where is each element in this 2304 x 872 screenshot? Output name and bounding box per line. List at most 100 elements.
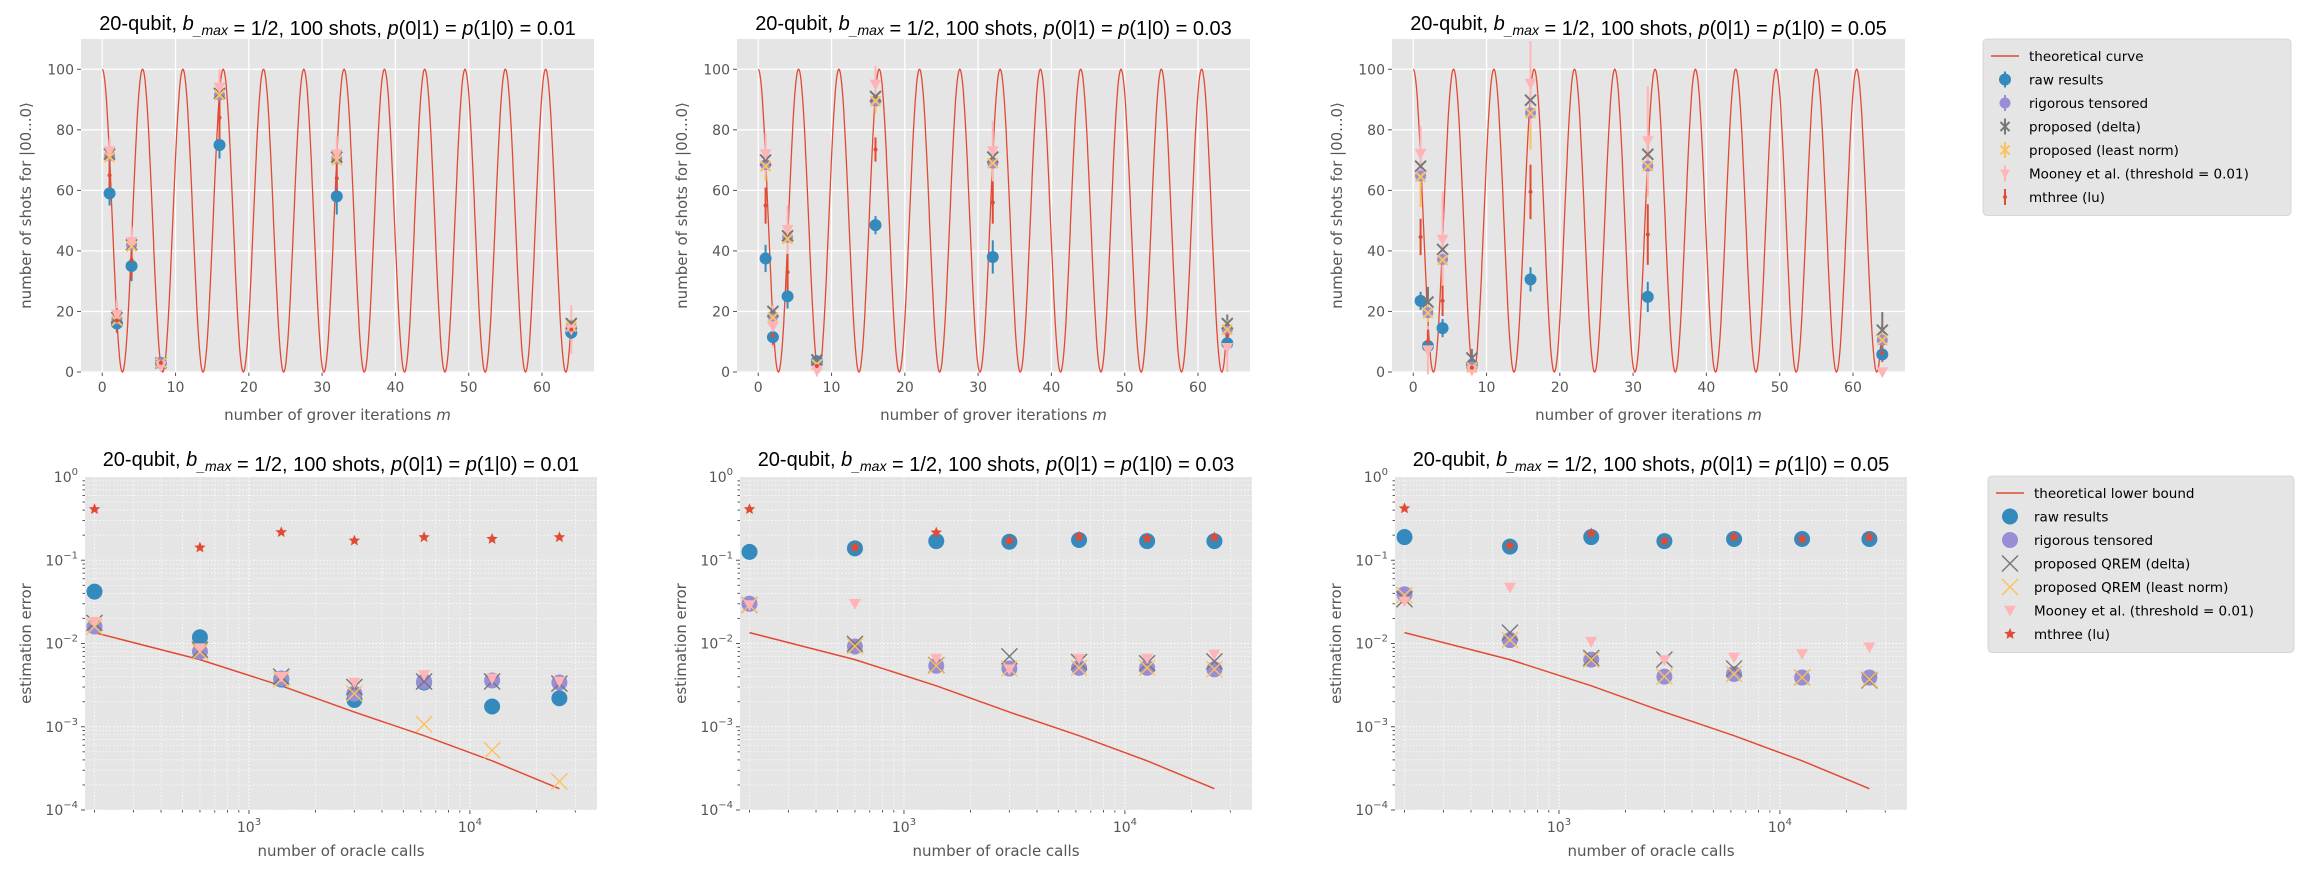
x-stroke — [1524, 93, 1537, 107]
legend-item: Mooney et al. (threshold = 0.01) — [2000, 165, 2249, 183]
data-point — [348, 677, 361, 689]
x-stroke — [1396, 586, 1414, 604]
data-point — [213, 87, 226, 100]
data-point — [1863, 531, 1876, 542]
data-point — [550, 772, 568, 790]
legend-item: rigorous tensored — [2002, 532, 2153, 549]
x-stroke — [550, 772, 568, 790]
legend-label: rigorous tensored — [2034, 533, 2153, 549]
data-point — [1421, 345, 1434, 357]
legend-marker-icon — [1999, 144, 2011, 156]
x-stroke — [1421, 295, 1435, 309]
x-tick-label: 103 — [1547, 817, 1571, 836]
data-point — [1205, 660, 1223, 678]
x-stroke — [846, 635, 864, 653]
legend-marker-icon — [1999, 121, 2011, 132]
x-axis-label: number of oracle calls — [257, 842, 424, 860]
legend-marker-icon — [2003, 195, 2007, 199]
y-tick-label: 60 — [1367, 183, 1385, 199]
chart-title: 20-qubit, b_max = 1/2, 100 shots, p(0|1)… — [103, 449, 580, 476]
data-point — [810, 353, 824, 367]
data-point — [930, 653, 943, 665]
y-tick-label: 20 — [56, 304, 74, 320]
y-tick-label: 20 — [712, 304, 730, 320]
data-point — [1205, 652, 1223, 670]
data-point — [1642, 160, 1654, 172]
data-point — [1528, 189, 1533, 194]
x-stroke — [1582, 649, 1600, 667]
data-point — [759, 149, 772, 161]
data-point — [1504, 539, 1516, 551]
data-point — [814, 363, 819, 368]
data-point — [193, 643, 206, 655]
data-point — [1658, 655, 1671, 667]
plot-panel-top-3: 0 10 20 30 40 50 60 0 20 40 60 80 100 — [1358, 39, 1905, 396]
data-point — [987, 157, 999, 169]
data-point — [743, 503, 756, 515]
x-stroke — [103, 151, 116, 163]
markers-delta — [1396, 590, 1878, 689]
data-point — [869, 219, 882, 232]
data-point — [217, 115, 222, 120]
y-tick-label: 0 — [1376, 365, 1385, 381]
x-axis-label: number of oracle calls — [1567, 842, 1734, 860]
x-stroke — [1641, 148, 1654, 161]
y-tick-label: 10−1 — [700, 550, 733, 569]
legend-marker-icon — [2004, 628, 2016, 639]
x-stroke — [759, 160, 772, 172]
data-point — [1524, 93, 1537, 107]
y-tick-label: 80 — [56, 123, 74, 139]
x-tick-label: 30 — [969, 380, 987, 396]
x-stroke — [1436, 254, 1449, 266]
y-tick-label: 100 — [703, 62, 730, 78]
markers-least-norm — [1396, 586, 1878, 688]
data-point — [114, 318, 119, 323]
x-tick-label: 10 — [1478, 380, 1496, 396]
x-tick-label: 10 — [823, 380, 841, 396]
y-tick-label: 80 — [1367, 123, 1385, 139]
legend-marker-icon — [2000, 169, 2010, 179]
x-tick-label: 104 — [458, 817, 482, 836]
y-tick-label: 100 — [709, 467, 733, 486]
data-point — [1658, 535, 1671, 546]
data-point — [1655, 668, 1673, 686]
legend-item: Mooney et al. (threshold = 0.01) — [2004, 604, 2254, 620]
y-tick-label: 10−3 — [700, 717, 733, 736]
data-point — [1863, 642, 1876, 654]
plot-panel-bottom-1: 103 104 100 10−1 10−2 10−3 10−4 — [45, 467, 597, 836]
data-point — [194, 541, 206, 553]
x-stroke — [1221, 323, 1233, 336]
x-tick-label: 103 — [237, 817, 261, 836]
y-tick-label: 80 — [712, 123, 730, 139]
data-point — [782, 231, 794, 243]
legend-label: proposed (least norm) — [2029, 143, 2179, 159]
data-point — [1221, 323, 1233, 336]
x-stroke — [781, 229, 794, 242]
legend-label: mthree (lu) — [2034, 627, 2110, 643]
legend-label: proposed (delta) — [2029, 120, 2141, 136]
markers-mthree — [743, 503, 1221, 553]
legend-label: proposed QREM (delta) — [2034, 557, 2190, 573]
data-point — [486, 673, 499, 685]
data-point — [1641, 290, 1654, 303]
legend-item: proposed (least norm) — [1999, 142, 2179, 159]
legend-box — [1982, 38, 2292, 216]
y-axis-label: number of shots for |00...0⟩ — [1328, 102, 1346, 309]
data-point — [759, 252, 772, 265]
legend-item: raw results — [2002, 508, 2108, 526]
x-tick-label: 20 — [896, 380, 914, 396]
legend-marker-icon — [1999, 97, 2011, 109]
data-point — [1421, 295, 1435, 309]
x-stroke — [1138, 659, 1156, 677]
data-point — [1000, 647, 1018, 665]
x-tick-label: 104 — [1768, 817, 1792, 836]
x-stroke — [987, 157, 999, 169]
markers-mooney — [743, 598, 1221, 676]
legend-marker-icon — [1999, 73, 2011, 86]
data-point — [275, 526, 287, 538]
x-stroke — [1414, 159, 1427, 173]
x-stroke — [1205, 660, 1223, 678]
x-stroke — [1582, 651, 1600, 669]
x-tick-label: 40 — [1042, 380, 1060, 396]
data-point — [986, 146, 999, 158]
